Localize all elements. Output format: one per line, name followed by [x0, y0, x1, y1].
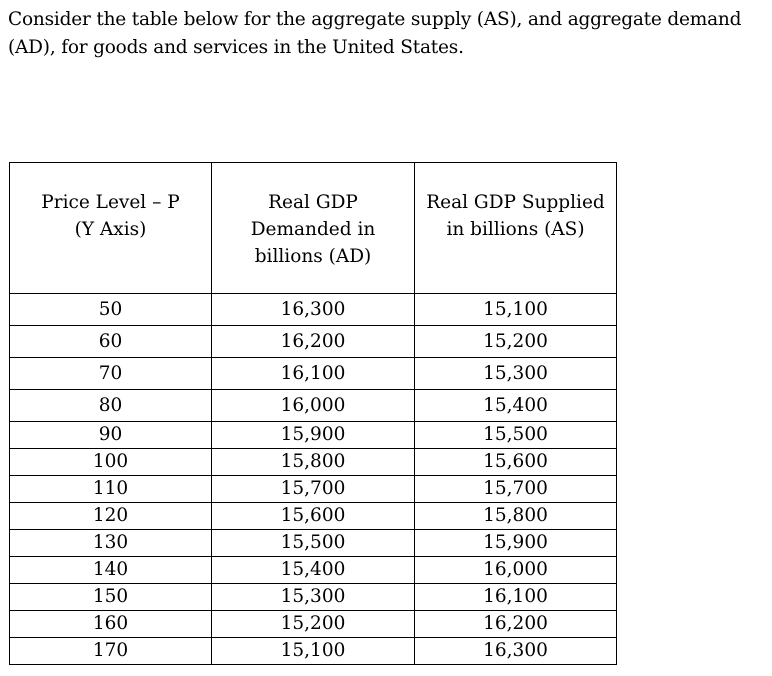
gdp-demanded-cell: 15,800 [211, 448, 415, 476]
price-level-cell: 60 [9, 325, 212, 358]
gdp-supplied-cell: 15,800 [414, 502, 617, 530]
header-line: Real GDP [268, 192, 358, 213]
gdp-demanded-cell: 15,900 [211, 421, 415, 449]
gdp-demanded-cell: 16,300 [211, 293, 415, 326]
gdp-supplied-cell: 16,300 [414, 637, 617, 665]
price-level-cell: 150 [9, 583, 212, 611]
table-row: 160 15,200 16,200 [9, 610, 617, 638]
gdp-demanded-cell: 16,200 [211, 325, 415, 358]
price-level-cell: 160 [9, 610, 212, 638]
header-line: (Y Axis) [74, 219, 147, 240]
price-level-cell: 120 [9, 502, 212, 530]
table-row: 140 15,400 16,000 [9, 556, 617, 584]
gdp-supplied-cell: 15,100 [414, 293, 617, 326]
table-row: 170 15,100 16,300 [9, 637, 617, 665]
table-row: 50 16,300 15,100 [9, 293, 617, 326]
gdp-demanded-cell: 15,400 [211, 556, 415, 584]
gdp-demanded-cell: 15,500 [211, 529, 415, 557]
table-row: 110 15,700 15,700 [9, 475, 617, 503]
intro-paragraph: Consider the table below for the aggrega… [8, 9, 742, 58]
price-level-cell: 170 [9, 637, 212, 665]
gdp-supplied-cell: 15,900 [414, 529, 617, 557]
price-level-cell: 50 [9, 293, 212, 326]
table-row: 120 15,600 15,800 [9, 502, 617, 530]
gdp-supplied-cell: 16,100 [414, 583, 617, 611]
gdp-supplied-cell: 16,200 [414, 610, 617, 638]
gdp-demanded-cell: 16,100 [211, 357, 415, 390]
header-line: Real GDP Supplied [426, 192, 605, 213]
gdp-supplied-cell: 15,200 [414, 325, 617, 358]
gdp-demanded-cell: 16,000 [211, 389, 415, 422]
price-level-cell: 80 [9, 389, 212, 422]
table-row: 80 16,000 15,400 [9, 389, 617, 422]
table-row: 90 15,900 15,500 [9, 421, 617, 449]
table-row: 130 15,500 15,900 [9, 529, 617, 557]
gdp-demanded-cell: 15,700 [211, 475, 415, 503]
header-price-level: Price Level – P (Y Axis) [9, 162, 212, 294]
gdp-supplied-cell: 15,400 [414, 389, 617, 422]
header-line: Demanded in [250, 219, 376, 240]
ad-as-table: Price Level – P (Y Axis) Real GDP Demand… [9, 162, 617, 665]
gdp-demanded-cell: 15,600 [211, 502, 415, 530]
price-level-cell: 100 [9, 448, 212, 476]
price-level-cell: 70 [9, 357, 212, 390]
table-row: 150 15,300 16,100 [9, 583, 617, 611]
price-level-cell: 140 [9, 556, 212, 584]
gdp-supplied-cell: 15,700 [414, 475, 617, 503]
gdp-supplied-cell: 15,300 [414, 357, 617, 390]
gdp-supplied-cell: 15,500 [414, 421, 617, 449]
header-gdp-demanded: Real GDP Demanded in billions (AD) [211, 162, 415, 294]
header-line: billions (AD) [254, 246, 372, 267]
gdp-demanded-cell: 15,300 [211, 583, 415, 611]
gdp-supplied-cell: 16,000 [414, 556, 617, 584]
price-level-cell: 130 [9, 529, 212, 557]
gdp-supplied-cell: 15,600 [414, 448, 617, 476]
table-row: 70 16,100 15,300 [9, 357, 617, 390]
header-line: in billions (AS) [446, 219, 585, 240]
price-level-cell: 90 [9, 421, 212, 449]
header-line: Price Level – P [41, 192, 180, 213]
price-level-cell: 110 [9, 475, 212, 503]
header-row: Price Level – P (Y Axis) Real GDP Demand… [9, 162, 617, 294]
table-row: 100 15,800 15,600 [9, 448, 617, 476]
gdp-demanded-cell: 15,100 [211, 637, 415, 665]
table-row: 60 16,200 15,200 [9, 325, 617, 358]
header-gdp-supplied: Real GDP Supplied in billions (AS) [414, 162, 617, 294]
gdp-demanded-cell: 15,200 [211, 610, 415, 638]
